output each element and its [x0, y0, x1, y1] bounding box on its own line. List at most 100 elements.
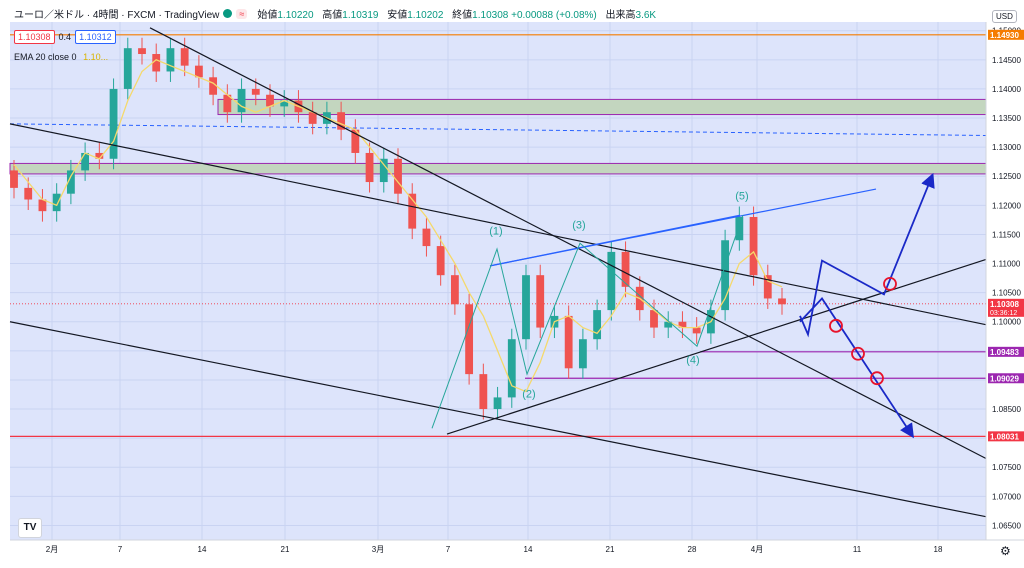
- candle-body: [578, 339, 587, 369]
- y-tick-label: 1.11000: [992, 260, 1021, 269]
- high-value: 1.10319: [342, 10, 379, 21]
- candle-body: [337, 112, 346, 130]
- trendline-ascending: [446, 258, 987, 435]
- forecast-arrow-down: [799, 297, 914, 439]
- x-tick-label: 7: [118, 545, 123, 554]
- candle-body: [408, 193, 417, 229]
- x-tick-label: 11: [853, 545, 862, 554]
- candle-body: [621, 251, 630, 287]
- x-tick-label: 3月: [372, 545, 384, 554]
- marker-circle: [870, 371, 884, 386]
- x-tick-label: 2月: [46, 545, 58, 554]
- candle-body: [365, 152, 374, 183]
- x-tick-label: 14: [524, 545, 533, 554]
- candle-body: [450, 275, 459, 305]
- high-label: 高値: [322, 10, 343, 21]
- y-tick-label: 1.10500: [992, 289, 1021, 298]
- wave-label: (3): [572, 220, 585, 232]
- candle-body: [749, 216, 758, 276]
- y-tick-label: 1.13000: [992, 143, 1021, 152]
- y-tick-label: 1.13500: [992, 114, 1021, 123]
- close-value: 1.10308: [472, 10, 509, 21]
- candle-body: [536, 275, 545, 328]
- candle-body: [52, 193, 61, 212]
- candle-body: [735, 216, 744, 241]
- y-tick-label: 1.07000: [992, 492, 1021, 501]
- y-tick-label: 1.07500: [992, 463, 1021, 472]
- trendline-descending-2: [9, 123, 987, 326]
- price-label-box: [988, 431, 1024, 442]
- wave-icon[interactable]: ≈: [236, 8, 248, 19]
- candle-body: [763, 275, 772, 299]
- candle-body: [479, 374, 488, 410]
- y-tick-label: 1.12000: [992, 201, 1021, 210]
- candle-body: [194, 65, 203, 78]
- quote-panel: 1.10308 0.4 1.10312: [14, 30, 116, 44]
- candle-body: [109, 88, 118, 159]
- y-tick-label: 1.10000: [992, 318, 1021, 327]
- x-tick-label: 18: [934, 545, 943, 554]
- candle-body: [38, 199, 47, 212]
- candle-body: [522, 275, 530, 340]
- candle-body: [24, 187, 33, 200]
- candle-body: [266, 94, 274, 107]
- price-label-box: [988, 298, 1024, 317]
- x-tick-label: 7: [446, 545, 451, 554]
- candle-body: [507, 339, 516, 398]
- candle-body: [664, 321, 673, 328]
- gear-icon[interactable]: ⚙: [1000, 544, 1011, 558]
- candle-body: [465, 304, 474, 375]
- resistance-zone-upper: [217, 98, 987, 116]
- dashed-level-line: [9, 123, 987, 136]
- price-label-box: [988, 373, 1024, 384]
- symbol-title[interactable]: ユーロ／米ドル · 4時間 · FXCM · TradingView: [14, 10, 220, 21]
- close-label: 終値: [452, 10, 473, 21]
- price-label-value: 1.10308: [990, 300, 1019, 309]
- candle-body: [223, 94, 232, 113]
- trendline-descending-1: [149, 27, 987, 460]
- tradingview-logo: TV: [18, 518, 42, 538]
- candle-body: [422, 228, 431, 247]
- volume-label: 出来高: [605, 10, 636, 21]
- y-tick-label: 1.08500: [992, 405, 1021, 414]
- y-tick-label: 1.14500: [992, 56, 1021, 65]
- y-tick-label: 1.12500: [992, 172, 1021, 181]
- indicator-name: EMA 20 close 0: [14, 52, 77, 62]
- sell-button[interactable]: 1.10308: [14, 30, 55, 44]
- wave-label: (4): [686, 355, 699, 367]
- low-value: 1.10202: [407, 10, 444, 21]
- candle-body: [66, 170, 75, 194]
- open-label: 始値: [257, 10, 278, 21]
- ema-line: [13, 59, 783, 393]
- candle-body: [138, 48, 146, 55]
- resistance-zone-lower: [9, 162, 987, 175]
- candle-body: [436, 246, 445, 276]
- buy-button[interactable]: 1.10312: [75, 30, 116, 44]
- candle-body: [650, 310, 658, 328]
- market-status-icon: [223, 9, 233, 18]
- candle-body: [379, 158, 388, 183]
- candle-body: [152, 54, 161, 72]
- wave-label: (1): [489, 225, 502, 237]
- candle-body: [95, 152, 104, 159]
- chart-header: ユーロ／米ドル · 4時間 · FXCM · TradingView ≈ 始値1…: [14, 6, 656, 21]
- candle-body: [81, 152, 90, 171]
- candle-body: [123, 48, 132, 89]
- open-value: 1.10220: [277, 10, 314, 21]
- price-label-value: 1.09483: [990, 348, 1019, 357]
- x-tick-label: 4月: [751, 545, 763, 554]
- channel-line-wave: [489, 214, 741, 267]
- indicator-legend[interactable]: EMA 20 close 0 1.10...: [14, 52, 108, 62]
- candle-body: [251, 88, 260, 95]
- change-value: +0.00088 (+0.08%): [511, 10, 597, 21]
- x-tick-label: 21: [606, 545, 615, 554]
- y-tick-label: 1.14000: [992, 85, 1021, 94]
- low-label: 安値: [387, 10, 408, 21]
- ohlc-readout: 始値1.10220 高値1.10319 安値1.10202 終値1.10308 …: [251, 6, 656, 21]
- marker-circle: [829, 318, 843, 333]
- currency-selector[interactable]: USD: [992, 10, 1017, 23]
- x-tick-label: 14: [198, 545, 207, 554]
- x-tick-label: 28: [688, 545, 697, 554]
